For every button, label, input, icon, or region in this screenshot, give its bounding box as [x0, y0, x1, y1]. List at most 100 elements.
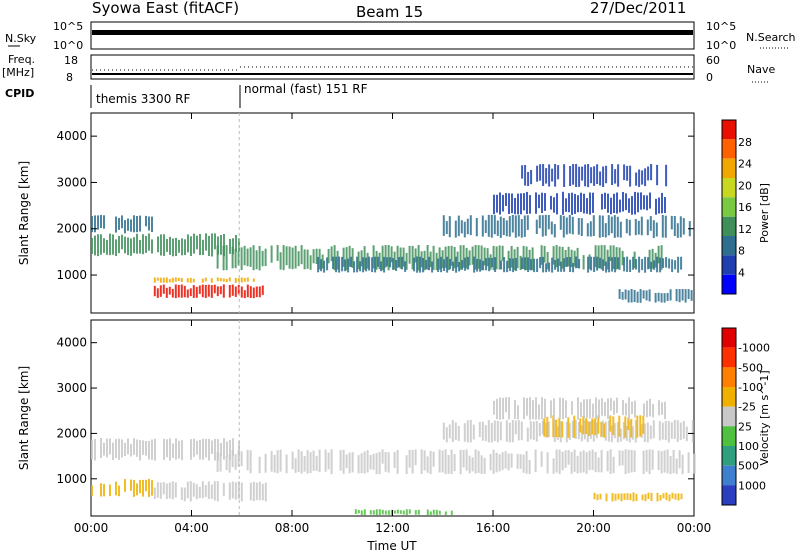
velocity-band-speck	[124, 442, 126, 457]
velocity-band-speck	[516, 453, 519, 469]
velocity-band-speck	[489, 454, 492, 471]
velocity-band-speck	[474, 449, 477, 474]
power-band-speck	[216, 277, 219, 282]
velocity-band-speck	[658, 421, 661, 441]
power-band-speck	[627, 290, 630, 303]
power-band-speck	[417, 245, 420, 271]
velocity-band-speck	[231, 481, 234, 499]
power-band-speck	[614, 257, 617, 273]
power-band-speck	[157, 236, 159, 253]
velocity-band-speck	[450, 510, 453, 515]
velocity-band-speck	[676, 420, 679, 442]
velocity-band-speck	[644, 494, 647, 502]
power-band-speck	[644, 168, 647, 187]
power-band-speck	[564, 250, 567, 267]
power-band-speck	[593, 256, 596, 272]
power-band-speck	[484, 220, 487, 233]
velocity-band-speck	[559, 397, 561, 419]
power-band-speck	[515, 258, 518, 271]
velocity-band-speck	[153, 487, 156, 499]
power-band-speck	[258, 245, 261, 271]
power-band-speck	[425, 260, 428, 270]
power-band-speck	[249, 247, 252, 267]
freq-panel-frame	[90, 54, 695, 80]
power-band-speck	[183, 285, 186, 298]
power-band-speck	[655, 222, 658, 237]
power-band-speck	[204, 277, 207, 282]
power-band-speck	[216, 245, 219, 269]
power-band-speck	[656, 256, 659, 273]
power-ytick-label: 4000	[56, 129, 87, 143]
power-band-speck	[338, 256, 341, 273]
power-band-speck	[444, 246, 447, 268]
velocity-band-speck	[190, 439, 192, 460]
velocity-band-speck	[303, 456, 306, 472]
power-band-speck	[234, 286, 237, 297]
power-band-speck	[633, 289, 636, 303]
power-band-speck	[510, 246, 513, 268]
velocity-band-speck	[454, 422, 457, 440]
velocity-band-speck	[611, 493, 614, 502]
power-band-speck	[634, 191, 636, 215]
velocity-band-speck	[294, 458, 297, 473]
power-band-speck	[124, 236, 126, 254]
power-band-speck	[601, 193, 603, 210]
power-band-speck	[589, 192, 591, 215]
nave-label: Nave	[747, 63, 775, 76]
velocity-band-speck	[393, 510, 396, 514]
power-band-speck	[553, 224, 556, 238]
velocity-band-speck	[205, 438, 207, 458]
power-band-speck	[641, 259, 644, 271]
velocity-band-speck	[596, 494, 599, 501]
velocity-band-speck	[514, 399, 516, 420]
velocity-band-speck	[378, 451, 381, 475]
velocity-band-speck	[115, 439, 117, 458]
power-band-speck	[326, 257, 329, 271]
velocity-band-speck	[648, 449, 651, 475]
power-colorbar-swatch	[722, 274, 736, 294]
power-band-speck	[186, 278, 189, 283]
velocity-band-speck	[213, 481, 216, 501]
power-band-speck	[205, 233, 207, 251]
power-band-speck	[619, 199, 621, 213]
power-band-speck	[467, 256, 470, 270]
power-band-speck	[626, 256, 629, 272]
power-band-speck	[365, 257, 368, 272]
power-band-speck	[536, 165, 539, 182]
power-band-speck	[452, 261, 455, 271]
power-band-speck	[525, 246, 528, 271]
power-band-speck	[335, 256, 338, 273]
power-band-speck	[204, 285, 207, 298]
velocity-band-speck	[165, 483, 168, 500]
power-band-speck	[574, 193, 576, 214]
power-band-speck	[524, 257, 527, 271]
velocity-band-speck	[429, 450, 432, 475]
velocity-band-speck	[258, 456, 261, 474]
power-band-speck	[261, 250, 264, 267]
velocity-band-speck	[169, 438, 171, 461]
velocity-band-speck	[522, 454, 525, 473]
velocity-band-speck	[517, 420, 520, 441]
power-band-speck	[514, 215, 517, 238]
velocity-band-speck	[622, 421, 625, 440]
velocity-band-speck	[193, 438, 195, 457]
velocity-band-speck	[543, 418, 546, 437]
velocity-band-speck	[672, 449, 675, 474]
velocity-band-speck	[680, 493, 683, 500]
velocity-band-speck	[586, 420, 589, 442]
velocity-band-speck	[369, 510, 372, 515]
velocity-band-speck	[597, 415, 600, 434]
velocity-band-speck	[568, 423, 571, 440]
velocity-band-speck	[300, 451, 303, 474]
power-band-speck	[372, 245, 375, 269]
nsearch-label: N.Search	[746, 31, 796, 44]
velocity-band-speck	[390, 509, 393, 515]
power-band-speck	[342, 247, 345, 267]
power-colorbar-tick: 4	[738, 266, 745, 279]
velocity-band-speck	[673, 419, 676, 439]
velocity-band-speck	[411, 450, 414, 474]
velocity-band-speck	[228, 482, 231, 500]
power-band-speck	[353, 261, 356, 273]
power-band-speck	[648, 289, 651, 302]
power-band-speck	[618, 289, 621, 299]
